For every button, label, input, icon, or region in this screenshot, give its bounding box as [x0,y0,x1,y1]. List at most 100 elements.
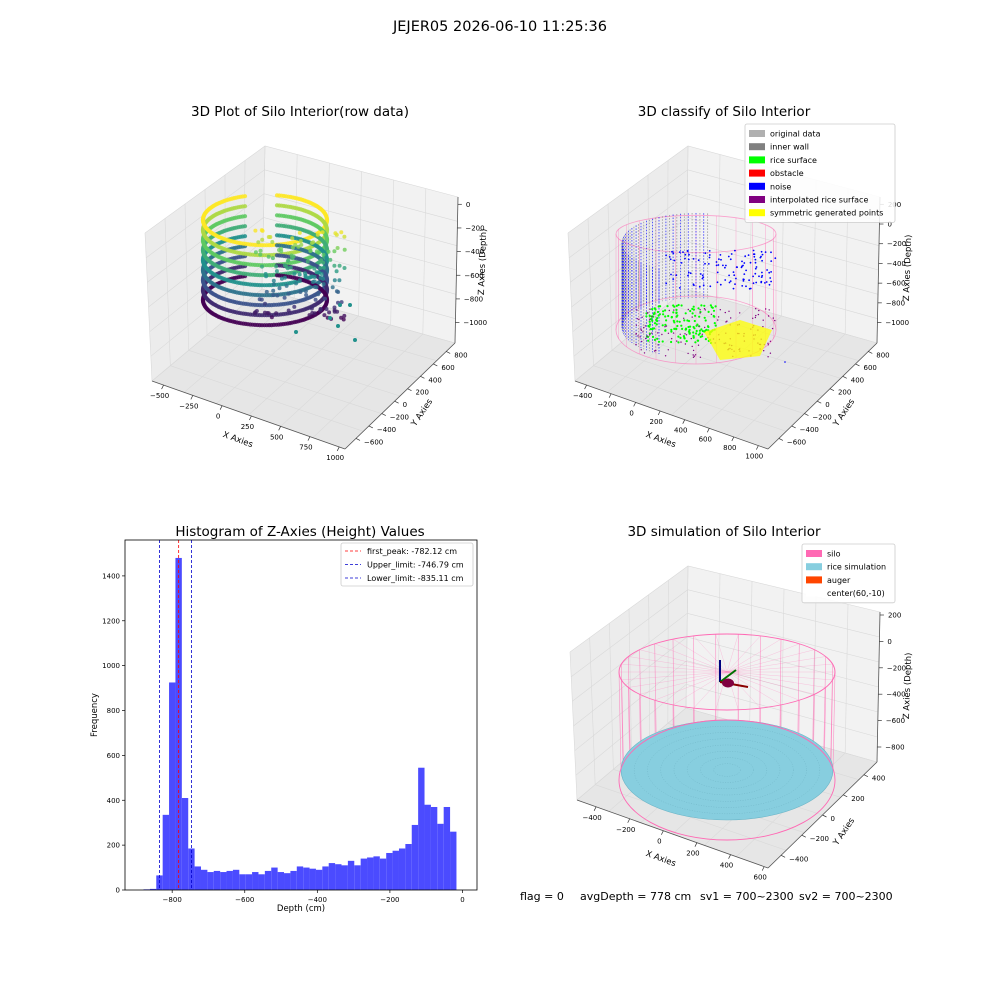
raw-point [332,263,337,268]
simulation-silo-wire [830,664,833,760]
classify-rice-point [651,308,654,311]
classify-plot-x-tick-label: −200 [598,401,617,409]
raw-point [274,203,280,208]
classify-noise-point [717,264,720,266]
histogram-legend-label: Upper_limit: -746.79 cm [367,561,464,570]
classify-noise-point [743,262,746,264]
histogram-y-ticks: 0 200 400 600 800 1000 1200 1400 [102,572,125,895]
simulation-plot-y-tick-mark [822,814,827,818]
classify-noise-point [687,274,689,277]
simulation-silo-roof-wire [726,643,800,673]
simulation-plot-title: 3D simulation of Silo Interior [627,524,821,540]
raw-point [260,237,265,242]
classify-rice-point [648,314,651,317]
classify-interpolated-point [717,319,719,321]
classify-rice-point [652,327,656,330]
simulation-plot-y-tick-label: 200 [851,795,864,803]
histogram-bar [213,870,221,890]
raw-plot-y-tick-mark [433,363,438,367]
histogram-y-tick-label: 200 [107,842,120,850]
classify-noise-point [665,282,668,285]
raw-plot-x-label: X Axies [221,430,254,450]
raw-plot-x-tick-mark [161,384,164,390]
classify-noise-point [734,283,736,285]
classify-interpolated-point [641,316,643,318]
classify-plot-z-label: Z Axies (Depth) [902,234,914,301]
simulation-silo-roof-wire [726,671,800,701]
simulation-plot-y-tick-label: −400 [789,855,808,863]
classify-rice-point [692,331,695,334]
classify-plot-legend-label: interpolated rice surface [770,196,868,205]
histogram-bar [424,804,431,890]
raw-point [328,257,333,262]
classify-rice-point [677,303,680,307]
classify-noise-point [687,258,690,261]
classify-interpolated-point [664,355,667,357]
classify-rice-point [655,323,658,326]
raw-plot-x-tick-mark [249,415,252,421]
histogram-bar [367,857,374,890]
simulation-plot-z-ticks: 200 0 −200 −400 −600 −800 [877,612,906,752]
classify-plot-x-tick-label: −400 [573,392,592,400]
classify-noise-point [732,271,735,273]
histogram-bar [392,850,399,890]
histogram-bar [149,888,157,890]
raw-point [297,272,302,277]
simulation-plot-y-tick-label: 0 [831,815,835,823]
histogram-x-tick-label: −400 [308,896,327,904]
raw-point [258,248,263,253]
classify-rice-point [648,320,651,323]
classify-plot-x-tick-label: 600 [699,435,712,443]
classify-noise-point [678,287,681,289]
simulation-plot-y-tick-mark [843,794,848,798]
classify-rice-point [681,327,684,330]
classify-plot-x-tick-mark [756,445,759,450]
raw-point [323,296,327,301]
simulation-silo-roof-wire [726,656,826,673]
classify-rice-point [675,327,678,330]
classify-rice-point [655,319,658,322]
classify-rice-point [698,315,701,318]
histogram-bar [341,865,348,890]
classify-noise-point [724,266,726,269]
classify-interpolated-point [699,309,701,311]
simulation-plot-x-tick-label: 0 [657,838,661,846]
raw-plot-x-tick-mark [190,395,194,400]
raw-point [288,265,293,270]
classify-plot-y-tick-mark [791,425,796,429]
classify-interpolated-point [692,349,695,352]
raw-point [293,242,298,247]
raw-point [274,233,280,238]
classify-rice-point [670,340,673,344]
classify-noise-point [669,258,672,261]
classify-noise-point [732,287,735,290]
raw-point [270,240,275,244]
classify-rice-point [683,319,686,322]
classify-interpolated-point [636,309,638,311]
classify-noise-point [764,282,766,284]
raw-point [286,291,291,296]
histogram-bar [194,866,201,890]
classify-noise-point [702,284,705,287]
classify-interpolated-point [640,349,642,351]
classify-noise-point [752,282,755,285]
histogram-bar [175,557,182,890]
classify-noise-point [769,277,772,279]
classify-interpolated-point [643,326,645,329]
simulation-plot-legend-swatch [806,589,822,597]
simulation-silo-wire [672,639,675,727]
classify-interpolated-point [664,326,666,328]
classify-plot-y-tick-label: 200 [838,389,851,397]
classify-plot-x-ticks: −400 −200 0 200 400 600 800 1000 [573,384,763,461]
histogram-bar [328,863,336,890]
classify-plot-grid-line [685,145,689,290]
raw-point [307,313,312,318]
raw-point [321,282,326,287]
simulation-silo-roof-wire [726,671,815,695]
classify-interpolated-point [643,352,646,354]
raw-point [259,297,264,302]
classify-noise-point [760,281,763,284]
classify-noise-point [768,271,771,274]
classify-rice-point [700,304,703,307]
raw-plot-z-label: Z Axies (Depth) [477,228,489,295]
